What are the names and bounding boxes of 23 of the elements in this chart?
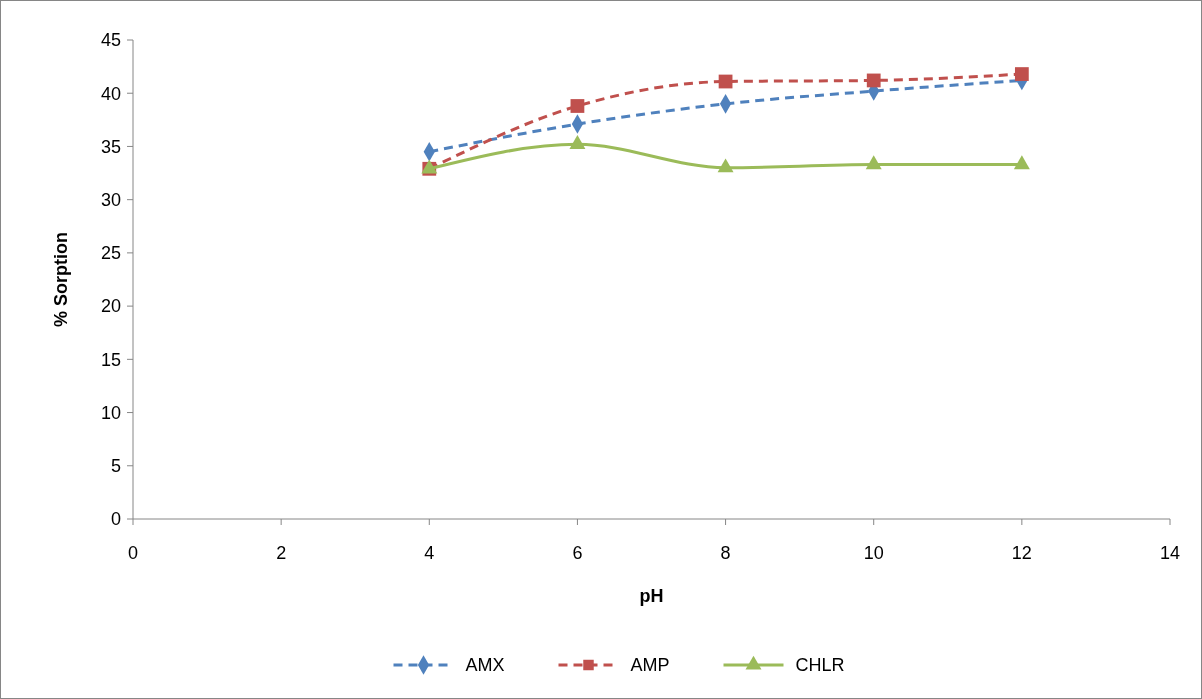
- x-tick-label: 8: [720, 543, 731, 563]
- y-tick-label: 30: [100, 189, 121, 210]
- y-tick-label: 5: [110, 456, 121, 477]
- x-tick-label: 4: [424, 543, 435, 563]
- x-tick-label: 2: [276, 543, 287, 563]
- x-tick-label: 6: [572, 543, 583, 563]
- y-tick-label: 35: [100, 136, 121, 157]
- x-tick-label: 14: [1159, 543, 1181, 563]
- legend-label: AMX: [465, 655, 505, 676]
- legend-label: AMP: [630, 655, 670, 676]
- x-tick-label: 12: [1011, 543, 1032, 563]
- x-tick-label: 10: [863, 543, 884, 563]
- y-tick-label: 20: [100, 296, 121, 317]
- y-tick-label: 10: [100, 402, 121, 423]
- y-tick-label: 15: [100, 349, 121, 370]
- legend-label: CHLR: [795, 655, 845, 676]
- y-tick-label: 0: [110, 509, 121, 530]
- y-tick-label: 25: [100, 243, 121, 264]
- y-tick-label: 45: [100, 30, 121, 51]
- y-axis-title: % Sorption: [51, 232, 71, 327]
- y-tick-label: 40: [100, 83, 121, 104]
- x-axis-title: pH: [639, 586, 664, 606]
- x-tick-label: 0: [127, 543, 139, 563]
